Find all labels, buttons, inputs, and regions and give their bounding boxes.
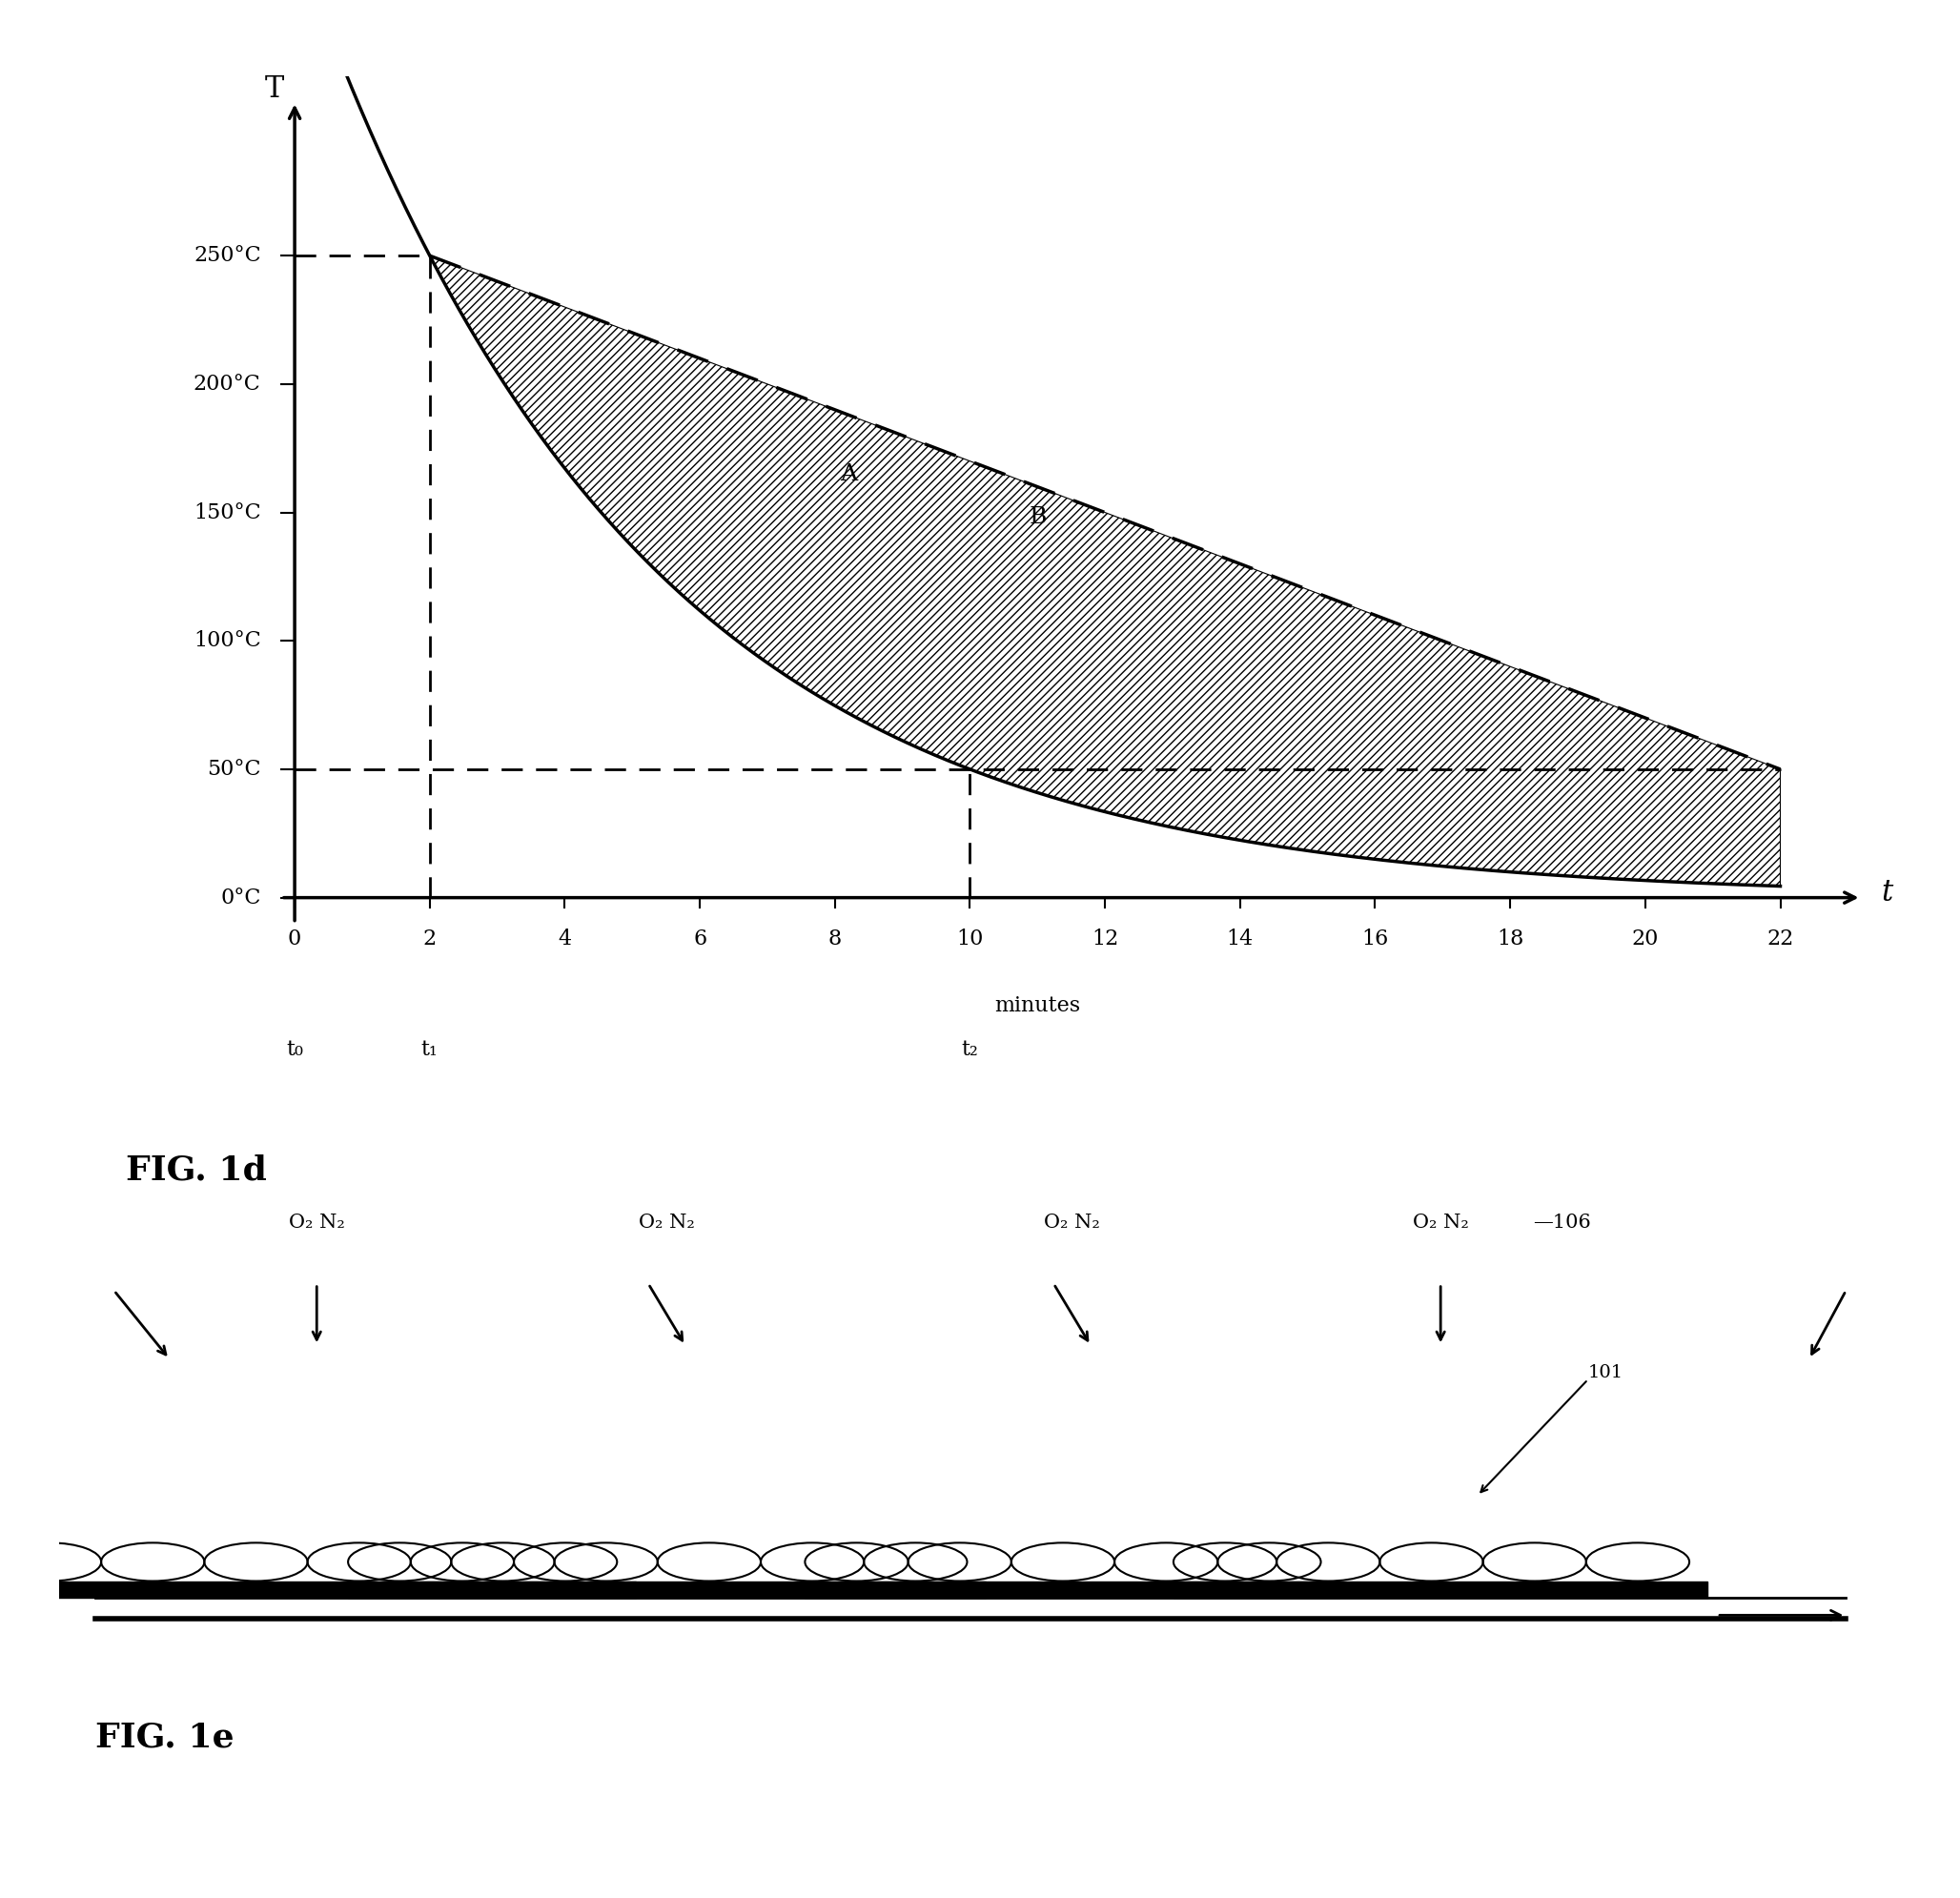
Text: 4: 4 [559,928,572,949]
Text: 6: 6 [694,928,706,949]
Text: 18: 18 [1497,928,1523,949]
Text: 10: 10 [956,928,984,949]
Bar [349,1581,986,1598]
Text: A: A [839,463,857,484]
Text: O₂ N₂: O₂ N₂ [639,1213,696,1232]
Text: 20: 20 [1633,928,1658,949]
Text: 12: 12 [1092,928,1119,949]
Text: FIG. 1e: FIG. 1e [96,1721,235,1754]
Text: minutes: minutes [994,995,1080,1015]
Bar [0,1581,635,1598]
Text: O₂ N₂: O₂ N₂ [1045,1213,1100,1232]
Text: 100°C: 100°C [194,630,261,651]
Text: 22: 22 [1766,928,1793,949]
Text: t₁: t₁ [421,1038,439,1059]
Text: t₀: t₀ [286,1038,304,1059]
Text: t: t [1882,877,1893,907]
Text: 50°C: 50°C [208,759,261,780]
Text: t₂: t₂ [962,1038,978,1059]
Text: T: T [265,74,284,104]
Text: 0°C: 0°C [220,886,261,907]
Text: 2: 2 [423,928,437,949]
Text: 0: 0 [288,928,302,949]
Text: 200°C: 200°C [194,374,261,395]
Text: B: B [1029,507,1047,528]
Text: 16: 16 [1362,928,1388,949]
Text: —106: —106 [1533,1213,1592,1232]
Text: FIG. 1d: FIG. 1d [125,1154,267,1186]
Text: 8: 8 [829,928,841,949]
Text: 150°C: 150°C [194,501,261,524]
Text: 250°C: 250°C [194,245,261,266]
Text: O₂ N₂: O₂ N₂ [1413,1213,1468,1232]
Text: O₂ N₂: O₂ N₂ [288,1213,345,1232]
Bar [806,1581,1339,1598]
Text: 14: 14 [1227,928,1254,949]
Text: 101: 101 [1588,1365,1623,1382]
Bar [1174,1581,1707,1598]
